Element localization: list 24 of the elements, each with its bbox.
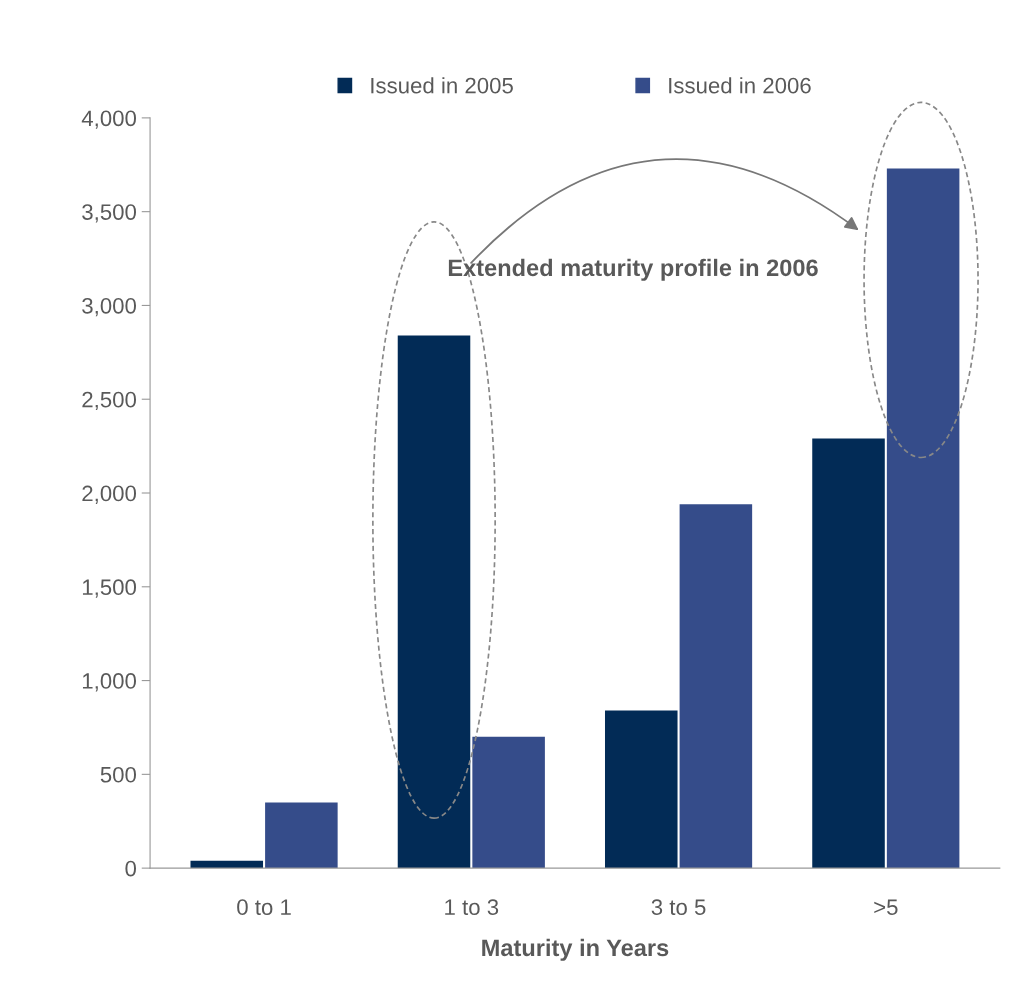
annotation: Extended maturity profile in 2006: [448, 258, 818, 281]
x-tick-label: 1 to 3: [445, 899, 499, 916]
y-tick-label: 1,000: [82, 673, 137, 692]
y-tick-label: 3,500: [82, 204, 137, 223]
bar: [397, 335, 471, 869]
bar: [679, 504, 753, 869]
y-tick-label: 0: [125, 860, 137, 877]
x-axis-title: Maturity in Years: [482, 938, 669, 961]
y-tick-label: 3,000: [82, 297, 137, 317]
bar: [472, 736, 545, 869]
legend-label: Issued in 2006: [669, 77, 811, 94]
y-tick-label: 1,500: [82, 579, 137, 598]
y-tick-label: 500: [100, 766, 137, 783]
legend-label: Issued in 2005: [371, 77, 513, 94]
x-tick-label: 3 to 5: [651, 899, 706, 916]
bar: [265, 802, 338, 869]
bar: [604, 710, 678, 869]
y-tick-label: 2,500: [82, 391, 137, 411]
bar: [812, 438, 885, 869]
y-tick-label: 4,000: [81, 110, 137, 129]
x-tick-label: >5: [874, 899, 898, 916]
x-tick-label: 0 to 1: [237, 899, 291, 916]
y-tick-label: 2,000: [82, 485, 137, 504]
bar: [886, 168, 960, 869]
